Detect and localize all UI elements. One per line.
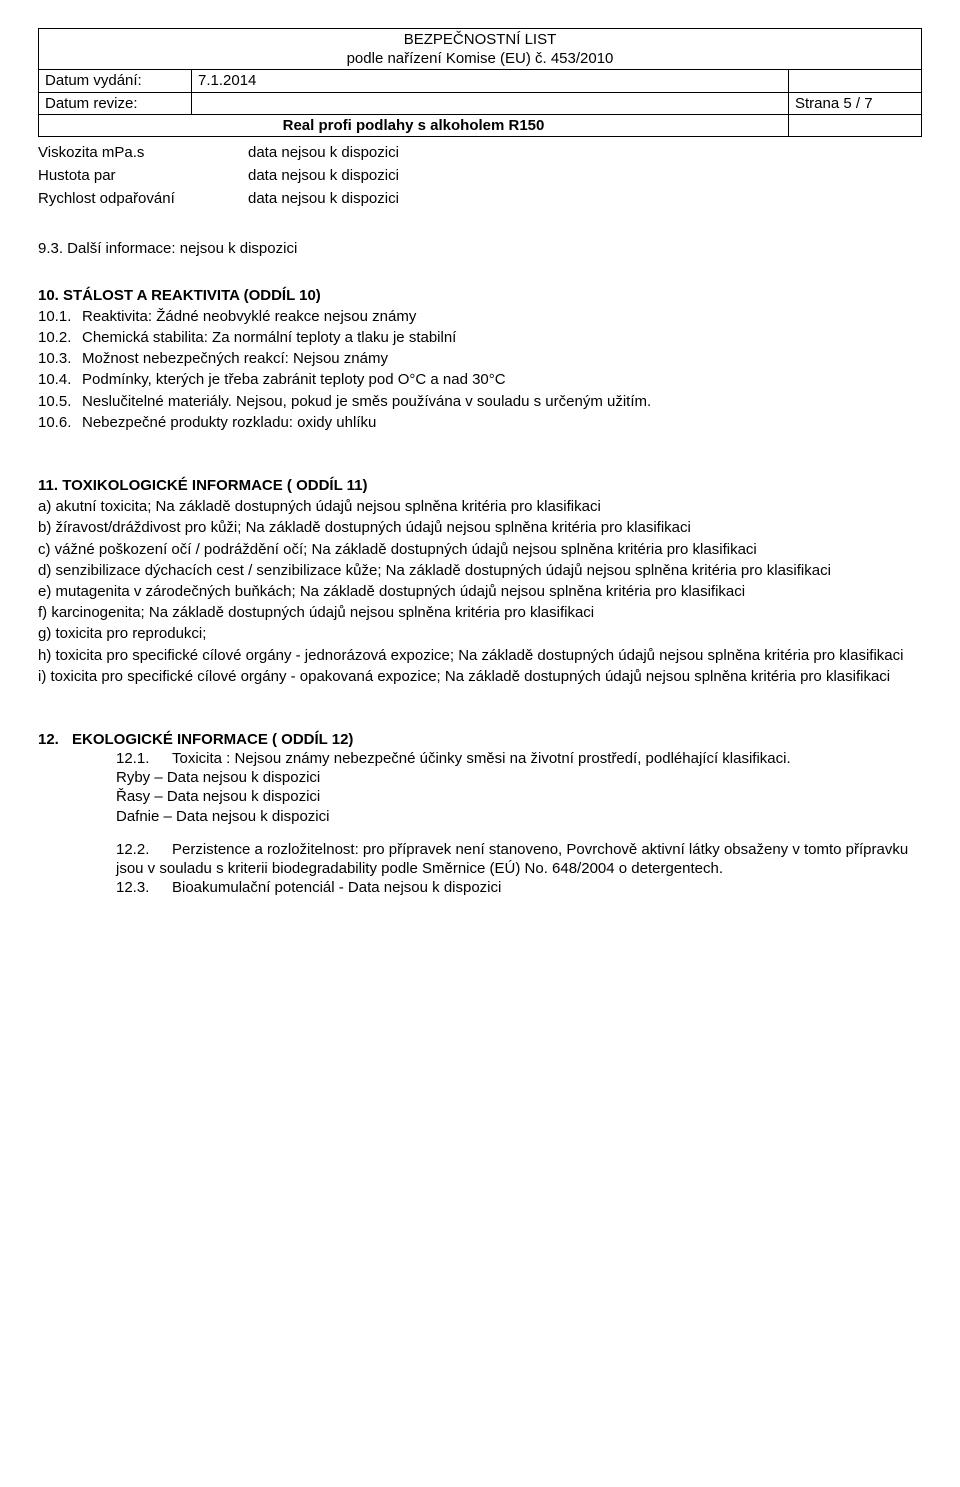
item-12-3: 12.3.Bioakumulační potenciál - Data nejs… <box>116 878 922 897</box>
item-9-3: 9.3. Další informace: nejsou k dispozici <box>38 239 922 258</box>
header-title-cell: BEZPEČNOSTNÍ LIST podle nařízení Komise … <box>39 29 922 70</box>
item-12-1-num: 12.1. <box>116 749 172 768</box>
item-12-2-num: 12.2. <box>116 840 172 859</box>
item-11-e: e) mutagenita v zárodečných buňkách; Na … <box>38 582 922 601</box>
product-name: Real profi podlahy s alkoholem R150 <box>283 117 545 134</box>
item-12-dafnie: Dafnie – Data nejsou k dispozici <box>116 807 922 826</box>
item-10-6: 10.6.Nebezpečné produkty rozkladu: oxidy… <box>82 413 922 432</box>
item-10-4: 10.4.Podmínky, kterých je třeba zabránit… <box>82 370 922 389</box>
section-12-heading: EKOLOGICKÉ INFORMACE ( ODDÍL 12) <box>72 730 922 749</box>
header-empty-1 <box>789 70 922 92</box>
item-10-3-num: 10.3. <box>38 349 82 368</box>
section-10: 10. STÁLOST A REAKTIVITA (ODDÍL 10) 10.1… <box>38 286 922 432</box>
section-11-heading: 11. TOXIKOLOGICKÉ INFORMACE ( ODDÍL 11) <box>38 476 922 495</box>
item-11-d: d) senzibilizace dýchacích cest / senzib… <box>38 561 922 580</box>
item-11-i: i) toxicita pro specifické cílové orgány… <box>38 667 922 686</box>
prop-viscosity-value: data nejsou k dispozici <box>248 141 922 164</box>
item-11-c: c) vážné poškození očí / podráždění očí;… <box>38 540 922 559</box>
issue-date-label: Datum vydání: <box>39 70 192 92</box>
item-11-g: g) toxicita pro reprodukci; <box>38 624 922 643</box>
page-indicator: Strana 5 / 7 <box>789 92 922 114</box>
item-12-2: 12.2.Perzistence a rozložitelnost: pro p… <box>116 840 922 878</box>
section-10-heading: 10. STÁLOST A REAKTIVITA (ODDÍL 10) <box>38 286 922 305</box>
header-title-2: podle nařízení Komise (EU) č. 453/2010 <box>347 50 614 67</box>
item-10-1-num: 10.1. <box>38 307 82 326</box>
item-12-2-text: Perzistence a rozložitelnost: pro přípra… <box>116 841 908 877</box>
item-11-f: f) karcinogenita; Na základě dostupných … <box>38 603 922 622</box>
item-10-5-num: 10.5. <box>38 392 82 411</box>
item-12-algae: Řasy – Data nejsou k dispozici <box>116 787 922 806</box>
item-12-fish: Ryby – Data nejsou k dispozici <box>116 768 922 787</box>
item-10-4-text: Podmínky, kterých je třeba zabránit tepl… <box>82 371 506 388</box>
item-10-3-text: Možnost nebezpečných reakcí: Nejsou znám… <box>82 350 388 367</box>
item-12-3-text: Bioakumulační potenciál - Data nejsou k … <box>172 879 501 896</box>
header-empty-2 <box>789 114 922 136</box>
item-10-4-num: 10.4. <box>38 370 82 389</box>
item-12-1-text: Toxicita : Nejsou známy nebezpečné účink… <box>172 750 791 767</box>
item-12-1: 12.1.Toxicita : Nejsou známy nebezpečné … <box>116 749 922 768</box>
item-11-a: a) akutní toxicita; Na základě dostupnýc… <box>38 497 922 516</box>
item-10-5: 10.5.Neslučitelné materiály. Nejsou, pok… <box>82 392 922 411</box>
item-10-6-text: Nebezpečné produkty rozkladu: oxidy uhlí… <box>82 414 376 431</box>
item-11-b: b) žíravost/dráždivost pro kůži; Na zákl… <box>38 518 922 537</box>
prop-evaporation-label: Rychlost odpařování <box>38 187 248 210</box>
item-12-3-num: 12.3. <box>116 878 172 897</box>
item-10-1: 10.1.Reaktivita: Žádné neobvyklé reakce … <box>82 307 922 326</box>
item-10-3: 10.3.Možnost nebezpečných reakcí: Nejsou… <box>82 349 922 368</box>
item-10-2: 10.2.Chemická stabilita: Za normální tep… <box>82 328 922 347</box>
item-10-6-num: 10.6. <box>38 413 82 432</box>
item-10-2-text: Chemická stabilita: Za normální teploty … <box>82 329 456 346</box>
revision-date-label: Datum revize: <box>39 92 192 114</box>
document-header-table: BEZPEČNOSTNÍ LIST podle nařízení Komise … <box>38 28 922 137</box>
prop-vapor-density-label: Hustota par <box>38 164 248 187</box>
header-title-1: BEZPEČNOSTNÍ LIST <box>404 31 557 48</box>
section-11: 11. TOXIKOLOGICKÉ INFORMACE ( ODDÍL 11) … <box>38 476 922 686</box>
item-10-2-num: 10.2. <box>38 328 82 347</box>
properties-table: Viskozita mPa.s data nejsou k dispozici … <box>38 141 922 211</box>
prop-vapor-density-value: data nejsou k dispozici <box>248 164 922 187</box>
section-12-leftnum: 12. <box>38 730 72 898</box>
section-9-3: 9.3. Další informace: nejsou k dispozici <box>38 239 922 258</box>
item-10-5-text: Neslučitelné materiály. Nejsou, pokud je… <box>82 393 651 410</box>
revision-date-value <box>192 92 789 114</box>
prop-viscosity-label: Viskozita mPa.s <box>38 141 248 164</box>
product-name-cell: Real profi podlahy s alkoholem R150 <box>39 114 789 136</box>
prop-evaporation-value: data nejsou k dispozici <box>248 187 922 210</box>
item-10-1-text: Reaktivita: Žádné neobvyklé reakce nejso… <box>82 308 416 325</box>
item-11-h: h) toxicita pro specifické cílové orgány… <box>38 646 922 665</box>
issue-date-value: 7.1.2014 <box>192 70 789 92</box>
section-12: 12. EKOLOGICKÉ INFORMACE ( ODDÍL 12) 12.… <box>38 730 922 898</box>
